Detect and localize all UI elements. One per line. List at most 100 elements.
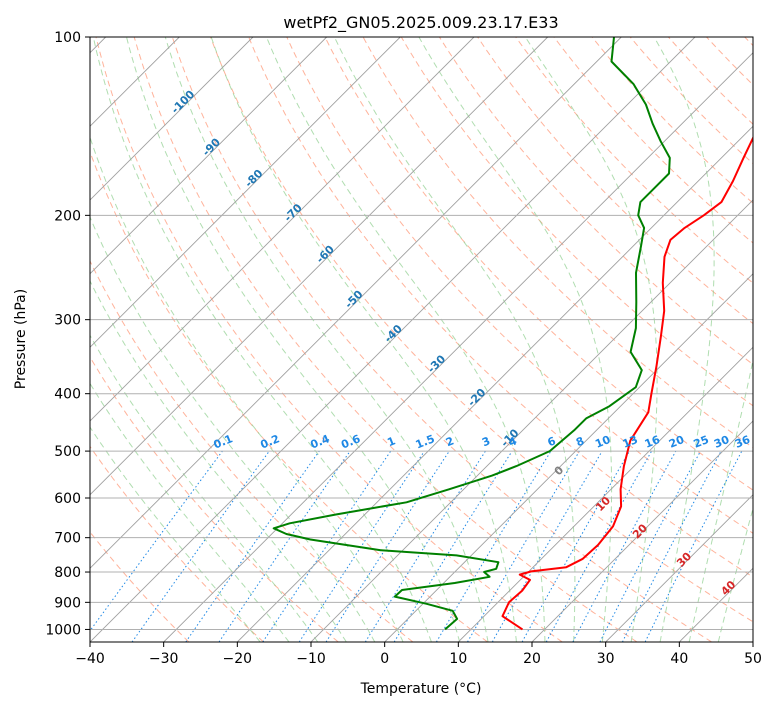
mixing-ratio-label: 0.1: [212, 432, 235, 451]
mixing-ratio-line: [131, 450, 270, 642]
moist-adiabat-line: [90, 215, 376, 642]
moist-adiabat-label: 10: [593, 494, 613, 514]
moist-adiabat-label: 20: [630, 521, 650, 541]
mixing-ratio-label: 6: [546, 434, 558, 449]
background-lines: [90, 37, 753, 642]
mixing-ratio-label: 13: [621, 433, 640, 451]
series-layer: [272, 37, 753, 631]
dry-adiabat-line: [477, 37, 753, 325]
isotherm-label: -30: [425, 352, 448, 375]
y-tick-label: 100: [54, 30, 81, 46]
y-axis: 100 200 300 400 500 600 700 800 900 1000: [45, 30, 90, 638]
x-tick-label: −10: [296, 651, 326, 667]
mixing-ratio-line: [262, 450, 392, 642]
x-tick-label: 0: [380, 651, 389, 667]
moist-adiabat-line: [90, 426, 261, 642]
dry-adiabat-line: [171, 37, 712, 642]
mixing-ratio-label: 10: [593, 433, 612, 451]
mixing-ratio-label: 2: [444, 434, 456, 449]
mixing-ratio-label: 25: [692, 433, 711, 451]
moist-adiabat-line: [90, 334, 319, 642]
y-axis-title: Pressure (hPa): [13, 289, 29, 389]
y-tick-label: 800: [54, 565, 81, 581]
mixing-ratio-line: [599, 450, 701, 642]
mixing-ratio-label: 1: [385, 434, 397, 449]
dry-adiabat-line: [286, 37, 753, 534]
isotherm-label: -80: [242, 167, 265, 190]
skewed-isotherm-line: [90, 37, 328, 275]
skewed-isotherm-line: [163, 52, 753, 642]
skewed-isotherm-line: [678, 567, 753, 642]
moist-adiabat-line: [688, 358, 753, 642]
y-tick-label: 500: [54, 444, 81, 460]
dry-adiabat-line: [248, 37, 753, 578]
dry-adiabat-line: [90, 259, 414, 642]
chart-title: wetPf2_GN05.2025.009.23.17.E33: [283, 13, 558, 33]
mixing-ratio-label: 16: [643, 433, 662, 451]
dry-adiabat-line: [706, 37, 753, 86]
dry-adiabat-line: [95, 37, 563, 642]
y-tick-label: 200: [54, 208, 81, 224]
x-tick-label: −30: [149, 651, 179, 667]
x-tick-label: 20: [523, 651, 541, 667]
mixing-ratio-label: 3: [480, 434, 492, 449]
mixing-ratio-line: [90, 450, 223, 632]
mixing-ratio-line: [521, 450, 630, 642]
dry-adiabat-line: [90, 150, 488, 642]
skewed-isotherm-line: [457, 346, 753, 642]
x-tick-label: −40: [75, 651, 105, 667]
isotherm-label: -20: [465, 386, 488, 409]
mixing-ratio-line: [393, 450, 513, 642]
skewed-isotherm-line: [605, 494, 753, 642]
mixing-ratio-line: [185, 450, 320, 642]
skewed-isotherm-line: [310, 199, 753, 642]
moist-adiabat-line: [333, 37, 576, 642]
plot-frame: [89, 36, 754, 643]
moist-adiabat-line: [717, 506, 753, 642]
x-axis-title: Temperature (°C): [360, 681, 482, 697]
mixing-ratio-label: 1.5: [414, 432, 437, 451]
moist-adiabat-line: [90, 135, 404, 642]
mixing-ratio-label: 0.2: [258, 432, 281, 451]
dewpoint-profile-line: [272, 37, 671, 631]
mixing-ratio-label: 36: [733, 433, 752, 451]
y-tick-label: 400: [54, 387, 81, 403]
mixing-ratio-label: 0.6: [339, 432, 362, 451]
skewed-isotherm-line: [236, 125, 753, 642]
skewed-isotherm-line: [752, 641, 753, 642]
dry-adiabat-line: [515, 37, 753, 284]
skewed-isotherm-line: [90, 37, 254, 201]
moist-adiabat-label: 40: [718, 578, 738, 598]
moist-adiabat-line: [653, 37, 715, 642]
skewed-isotherm-line: [90, 37, 549, 496]
moist-adiabat-line: [524, 37, 658, 642]
x-tick-label: 40: [670, 651, 688, 667]
moist-adiabat-line: [126, 37, 461, 642]
moist-adiabat-line: [92, 37, 432, 642]
dry-adiabat-line: [210, 37, 753, 623]
mixing-ratio-label: 8: [574, 434, 586, 449]
skewed-isotherm-line: [90, 37, 622, 569]
moist-adiabat-line: [418, 37, 613, 642]
dry-adiabat-line: [90, 356, 339, 642]
x-tick-label: 50: [744, 651, 762, 667]
mixing-ratio-line: [325, 450, 450, 642]
isotherm-label: -40: [382, 322, 405, 345]
temperature-profile-line: [501, 135, 753, 631]
isotherm-label: -70: [282, 201, 305, 224]
x-tick-label: 30: [597, 651, 615, 667]
skewed-isotherm-line: [90, 37, 475, 422]
mixing-ratio-line: [298, 450, 425, 642]
mixing-ratio-label: 0.4: [308, 432, 331, 451]
x-tick-label: −20: [223, 651, 253, 667]
skewed-isotherm-line: [384, 273, 753, 642]
moist-adiabat-line: [90, 382, 290, 642]
isotherm-label: -50: [342, 288, 365, 311]
dry-adiabat-line: [90, 445, 264, 642]
skewed-isotherm-line: [90, 37, 401, 348]
moist-adiabat-line: [164, 37, 489, 642]
isotherm-label: -60: [314, 242, 337, 265]
skewed-isotherm-line: [90, 37, 696, 642]
y-tick-label: 300: [54, 313, 81, 329]
